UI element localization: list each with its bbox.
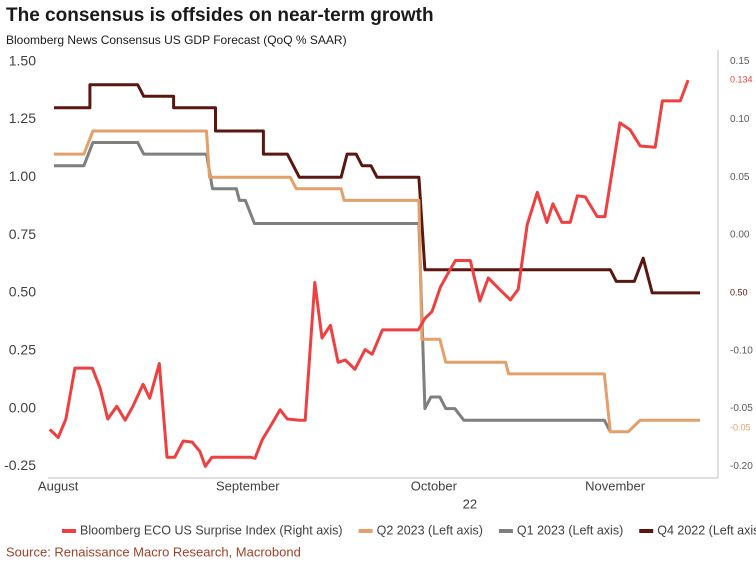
- y-tick-label: 0.25: [9, 341, 36, 357]
- series-line: [54, 129, 701, 434]
- chart-title: The consensus is offsides on near-term g…: [6, 5, 434, 26]
- x-tick-label: November: [585, 478, 646, 493]
- source: Source: Renaissance Macro Research, Macr…: [6, 544, 301, 559]
- series-line: [54, 141, 612, 433]
- legend-label: Q4 2022 (Left axis): [657, 523, 756, 537]
- y-tick-label: 1.50: [9, 52, 36, 68]
- y2-tick-label: -0.20: [730, 461, 753, 472]
- y2-tick-label: 0.15: [730, 56, 750, 67]
- y-tick-label: 1.25: [9, 110, 36, 126]
- value-label: 0.50: [730, 287, 748, 297]
- y2-tick-label: 0.00: [730, 230, 750, 241]
- y2-tick-label: -0.10: [730, 345, 753, 356]
- y-tick-label: 1.00: [9, 168, 36, 184]
- value-label: 0.134: [730, 74, 753, 84]
- x-sublabel: 22: [463, 496, 477, 511]
- x-tick-label: October: [411, 478, 458, 493]
- y2-tick-label: 0.10: [730, 114, 750, 125]
- y2-tick-label: -0.05: [730, 403, 753, 414]
- y-tick-label: 0.75: [9, 226, 36, 242]
- legend-label: Bloomberg ECO US Surprise Index (Right a…: [80, 523, 343, 537]
- legend-label: Q1 2023 (Left axis): [517, 523, 623, 537]
- y2-tick-label: 0.05: [730, 172, 750, 183]
- value-label: -0.05: [730, 423, 751, 433]
- chart-subtitle: Bloomberg News Consensus US GDP Forecast…: [6, 33, 347, 47]
- y-tick-label: -0.25: [4, 457, 36, 473]
- x-tick-label: September: [216, 478, 280, 493]
- x-tick-label: August: [38, 478, 79, 493]
- y-tick-label: 0.50: [9, 284, 36, 300]
- y-tick-label: 0.00: [9, 399, 36, 415]
- series-line: [54, 83, 701, 295]
- series-line: [48, 79, 690, 468]
- legend-label: Q2 2023 (Left axis): [377, 523, 483, 537]
